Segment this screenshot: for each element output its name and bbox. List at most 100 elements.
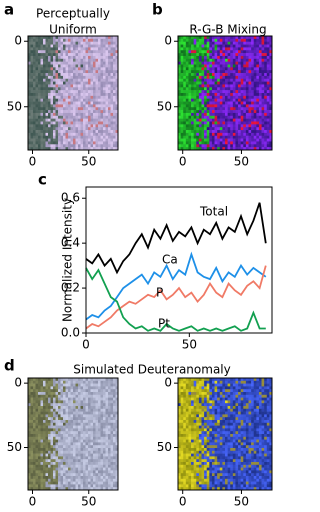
pixel <box>113 136 116 139</box>
pixel <box>73 442 76 445</box>
pixel <box>238 133 241 136</box>
pixel <box>212 110 215 113</box>
pixel <box>246 392 249 395</box>
pixel <box>256 65 259 68</box>
pixel <box>66 409 69 412</box>
pixel <box>262 127 265 130</box>
pixel <box>96 459 99 462</box>
pixel <box>264 124 267 127</box>
pixel <box>238 412 241 415</box>
pixel <box>215 39 218 42</box>
pixel <box>202 403 205 406</box>
pixel <box>33 96 36 99</box>
pixel <box>233 122 236 125</box>
pixel <box>251 141 254 144</box>
pixel <box>41 431 44 434</box>
pixel <box>68 62 71 65</box>
pixel <box>91 102 94 105</box>
pixel <box>199 56 202 59</box>
pixel <box>249 93 252 96</box>
pixel <box>249 384 252 387</box>
pixel <box>31 389 34 392</box>
pixel <box>88 412 91 415</box>
pixel <box>186 384 189 387</box>
pixel <box>66 76 69 79</box>
pixel <box>233 119 236 122</box>
pixel <box>106 99 109 102</box>
pixel <box>256 59 259 62</box>
pixel <box>238 423 241 426</box>
pixel <box>259 110 262 113</box>
pixel <box>238 39 241 42</box>
pixel <box>194 82 197 85</box>
pixel <box>108 42 111 45</box>
pixel <box>222 39 225 42</box>
pixel <box>93 139 96 142</box>
pixel <box>76 400 79 403</box>
pixel <box>53 414 56 417</box>
pixel <box>46 437 49 440</box>
pixel <box>191 136 194 139</box>
pixel <box>33 384 36 387</box>
pixel <box>41 414 44 417</box>
pixel <box>88 400 91 403</box>
pixel <box>202 141 205 144</box>
pixel <box>256 99 259 102</box>
pixel <box>76 53 79 56</box>
pixel <box>78 67 81 70</box>
pixel <box>251 139 254 142</box>
pixel <box>196 59 199 62</box>
pixel <box>63 116 66 119</box>
pixel <box>73 139 76 142</box>
pixel <box>81 465 84 468</box>
pixel <box>96 116 99 119</box>
pixel <box>215 389 218 392</box>
pixel <box>264 392 267 395</box>
pixel <box>225 395 228 398</box>
pixel <box>262 398 265 401</box>
pixel <box>36 403 39 406</box>
pixel <box>31 454 34 457</box>
pixel <box>61 456 64 459</box>
pixel <box>228 119 231 122</box>
pixel <box>38 426 41 429</box>
pixel <box>199 65 202 68</box>
pixel <box>81 67 84 70</box>
pixel <box>98 50 101 53</box>
pixel <box>256 39 259 42</box>
series-label: Pt <box>158 317 170 331</box>
pixel <box>43 384 46 387</box>
pixel <box>254 45 257 48</box>
pixel <box>233 76 236 79</box>
pixel <box>209 56 212 59</box>
pixel <box>61 484 64 487</box>
pixel <box>78 73 81 76</box>
pixel <box>106 473 109 476</box>
pixel <box>191 130 194 133</box>
pixel <box>98 420 101 423</box>
pixel <box>207 67 210 70</box>
pixel <box>238 395 241 398</box>
pixel <box>31 56 34 59</box>
pixel <box>215 82 218 85</box>
pixel <box>259 420 262 423</box>
pixel <box>217 409 220 412</box>
pixel <box>259 141 262 144</box>
pixel <box>209 65 212 68</box>
pixel <box>58 442 61 445</box>
pixel <box>88 479 91 482</box>
pixel <box>199 398 202 401</box>
pixel <box>81 87 84 90</box>
pixel <box>31 90 34 93</box>
pixel <box>228 56 231 59</box>
pixel <box>76 50 79 53</box>
pixel <box>36 468 39 471</box>
pixel <box>217 139 220 142</box>
pixel <box>111 110 114 113</box>
pixel <box>56 139 59 142</box>
pixel <box>209 104 212 107</box>
pixel <box>51 99 54 102</box>
pixel <box>103 127 106 130</box>
pixel <box>111 104 114 107</box>
pixel <box>41 451 44 454</box>
